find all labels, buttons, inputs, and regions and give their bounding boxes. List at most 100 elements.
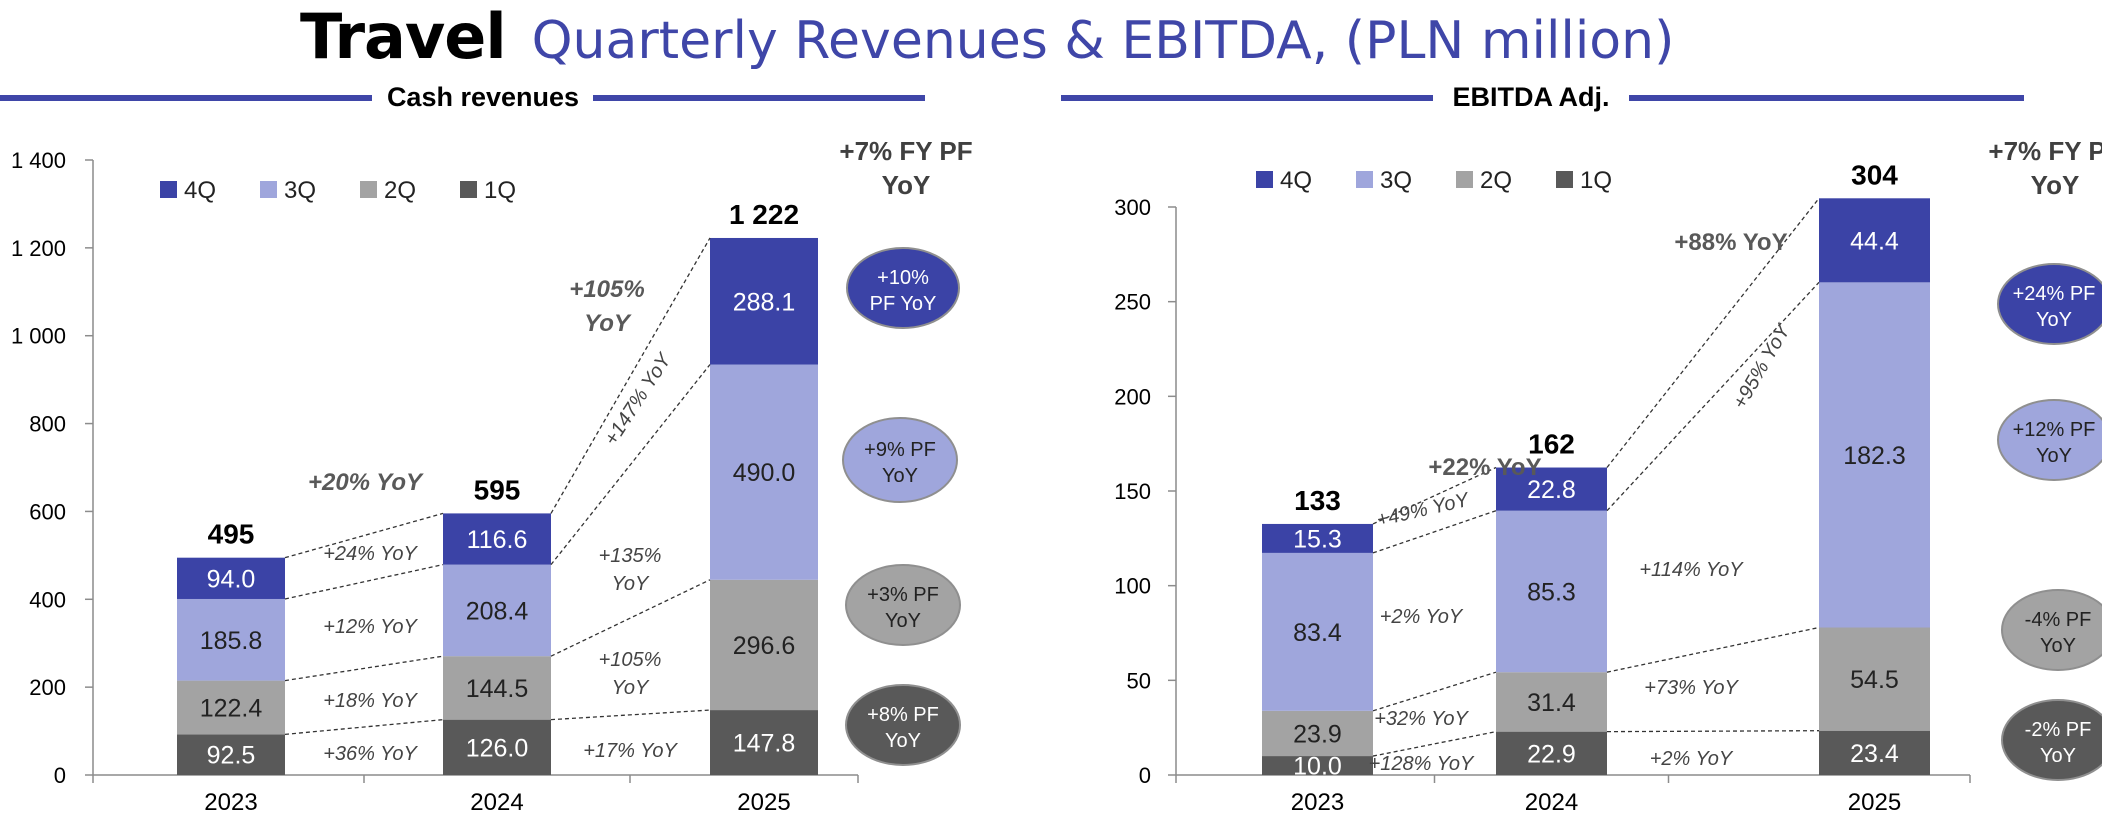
x-tick-label: 2024 <box>1525 789 1578 816</box>
total-growth-label: +88% YoY <box>1674 229 1787 256</box>
pf-badge-4q <box>846 247 960 329</box>
y-tick-label: 250 <box>1114 290 1151 315</box>
segment-growth-label: +2% YoY <box>1380 606 1464 628</box>
fy-note: +7% FY PF YoY <box>1988 136 2102 200</box>
pf-badge-3q <box>842 417 958 503</box>
segment-growth-label-line: +24% YoY <box>323 543 418 565</box>
total-growth-label-line: +105% <box>569 276 644 303</box>
y-tick-label: 400 <box>29 587 66 612</box>
segment-growth-label-line: YoY <box>612 573 650 595</box>
segment-growth-label: +18% YoY <box>323 690 418 712</box>
segment-growth-label: +114% YoY <box>1639 559 1744 581</box>
bar-segment-3q-2024 <box>443 564 551 657</box>
data-label: 83.4 <box>1293 619 1342 647</box>
bar-segment-2q-2024 <box>1496 672 1607 732</box>
data-label: 31.4 <box>1527 689 1576 717</box>
pf-badge-label-line: YoY <box>2040 635 2076 657</box>
section-title: EBITDA Adj. <box>1453 82 1610 112</box>
ebitda-adj-chart: EBITDA Adj. 0 50 100 150 200 250 300 10.0 23.9 83.… <box>1061 82 2102 816</box>
data-label: 23.9 <box>1293 720 1342 748</box>
y-tick-label: 300 <box>1114 195 1151 220</box>
segment-growth-label-line: +105% <box>599 649 662 671</box>
y-tick-label: 1 200 <box>11 236 66 261</box>
data-label: 54.5 <box>1850 666 1899 694</box>
pf-badge-1q <box>845 684 961 766</box>
segment-growth-label: +49% YoY <box>1375 489 1473 532</box>
bar-segment-2q-2025 <box>710 579 818 711</box>
growth-connector <box>1606 626 1820 673</box>
fy-note: +7% FY PF YoY <box>839 136 972 200</box>
fy-note-line: YoY <box>882 170 931 200</box>
segment-growth-label-line: +18% YoY <box>323 690 418 712</box>
bar-segment-2q-2023 <box>1262 710 1373 757</box>
total-label: 595 <box>474 474 521 505</box>
data-label: 116.6 <box>467 526 528 554</box>
data-label: 122.4 <box>200 694 263 722</box>
x-tick-label: 2025 <box>1848 789 1901 816</box>
total-growth-label-line: YoY <box>584 310 632 337</box>
bar-segment-2q-2023 <box>177 680 285 735</box>
legend-swatch-3q <box>260 181 277 198</box>
cash-revenues-chart: Cash revenues 0 200 400 600 800 1 000 1 200 1 40… <box>0 82 973 816</box>
growth-connector <box>284 563 444 600</box>
growth-connector <box>1372 671 1497 712</box>
pf-badge-label-line: +9% PF <box>864 439 936 461</box>
segment-growth-label: +135% YoY <box>599 545 662 595</box>
fy-note-line: YoY <box>2031 170 2080 200</box>
pf-badge-label-line: -2% PF <box>2025 719 2092 741</box>
segment-growth-label-line: +32% YoY <box>1374 708 1469 730</box>
y-tick-label: 800 <box>29 412 66 437</box>
bar-segment-1q-2024 <box>443 719 551 775</box>
legend-swatch-1q <box>460 181 477 198</box>
x-tick-label: 2023 <box>1291 789 1344 816</box>
y-tick-label: 200 <box>29 675 66 700</box>
data-label: 296.6 <box>733 632 796 660</box>
pf-badge-label-line: YoY <box>885 610 921 632</box>
pf-badge-label-line: +24% PF <box>2013 283 2096 305</box>
data-label: 23.4 <box>1850 740 1899 768</box>
growth-connector <box>1606 197 1820 468</box>
x-tick-label: 2024 <box>470 789 523 816</box>
segment-growth-label-line: +36% YoY <box>323 743 418 765</box>
segment-growth-label: +36% YoY <box>323 743 418 765</box>
pf-badge-label: +24% PF YoY <box>2013 283 2096 331</box>
data-label: 208.4 <box>466 597 529 625</box>
bar-segment-4q-2024 <box>1496 467 1607 511</box>
segment-growth-label-line: +135% <box>599 545 662 567</box>
pf-badge-label: +9% PF YoY <box>864 439 936 487</box>
fy-note-line: +7% FY PF <box>839 136 972 166</box>
pf-badge-4q <box>1997 263 2102 345</box>
segment-growth-label: +73% YoY <box>1644 677 1739 699</box>
segment-growth-label-line: YoY <box>612 677 650 699</box>
x-tick-label: 2023 <box>204 789 257 816</box>
pf-badge-label-line: +8% PF <box>867 704 939 726</box>
pf-badge-label: +12% PF YoY <box>2013 419 2096 467</box>
segment-growth-label: +105% YoY <box>599 649 662 699</box>
pf-badge-2q <box>2001 589 2102 671</box>
total-growth-label: +20% YoY <box>308 469 424 496</box>
total-growth-label: +22% YoY <box>1428 454 1541 481</box>
x-tick-label: 2025 <box>737 789 790 816</box>
pf-badge-label-line: PF YoY <box>870 293 937 315</box>
pf-badge-label: +8% PF YoY <box>867 704 939 752</box>
data-label: 15.3 <box>1293 525 1342 553</box>
bar-segment-4q-2025 <box>710 237 818 365</box>
segment-growth-label: +32% YoY <box>1374 708 1469 730</box>
growth-connector <box>1606 730 1820 733</box>
legend-label: 4Q <box>1280 167 1312 194</box>
segment-growth-label: +17% YoY <box>583 740 678 762</box>
bar-segment-3q-2023 <box>177 598 285 681</box>
pf-badge-label-line: YoY <box>2036 445 2072 467</box>
pf-badge-label: -4% PF YoY <box>2025 609 2092 657</box>
legend-swatch-4q <box>1256 171 1273 188</box>
pf-badge-label: +3% PF YoY <box>867 584 939 632</box>
legend-swatch-1q <box>1556 171 1573 188</box>
data-label: 85.3 <box>1527 578 1576 606</box>
bar-segment-3q-2023 <box>1262 552 1373 711</box>
growth-connector <box>284 655 444 682</box>
legend-swatch-4q <box>160 181 177 198</box>
legend-label: 4Q <box>184 177 216 204</box>
segment-growth-label: +2% YoY <box>1650 748 1734 770</box>
data-label: 22.8 <box>1527 476 1576 504</box>
bar-segment-4q-2023 <box>177 557 285 599</box>
